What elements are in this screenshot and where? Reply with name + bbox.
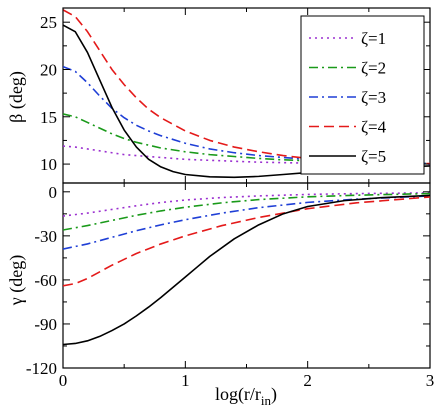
legend-label-zeta-1: ζ=1 [361,29,386,48]
gamma-axis-label: γ (deg) [6,255,27,306]
top-y-tick-label: 10 [40,155,57,174]
beta-axis-label: β (deg) [6,71,27,123]
legend-label-zeta-4: ζ=4 [361,118,387,137]
top-y-tick-label: 25 [40,13,57,32]
bottom-x-tick-label: 2 [303,371,312,390]
x-axis-label-sub: in [261,393,272,408]
top-y-tick-label: 20 [40,60,57,79]
legend: ζ=1 ζ=2 ζ=3 ζ=4 ζ=5 [300,15,425,175]
top-series-line-zeta-2 [62,113,431,165]
bottom-series-line-zeta-4 [62,196,431,287]
x-axis-label-close: ) [271,384,277,405]
x-axis-label-main: log(r/r [215,384,261,405]
top-series-line-zeta-3 [62,65,431,165]
legend-box [300,15,425,175]
bottom-series-line-zeta-3 [62,195,431,250]
bottom-y-tick-label: -90 [34,315,57,334]
bottom-y-tick-label: -30 [34,227,57,246]
bottom-series-line-zeta-5 [62,194,431,346]
bottom-series-line-zeta-1 [62,192,431,217]
bottom-y-tick-label: -60 [34,271,57,290]
legend-label-zeta-5: ζ=5 [361,147,386,166]
legend-label-zeta-2: ζ=2 [361,59,386,78]
bottom-x-tick-label: 3 [426,371,435,390]
bottom-plot-frame [62,182,431,369]
bottom-x-tick-label: 0 [59,371,68,390]
bottom-y-tick-label: -120 [26,359,57,378]
bottom-series-line-zeta-2 [62,192,431,231]
x-axis-label: log(r/rin) [215,384,277,408]
gamma-panel: 0 1 2 3 -120 -90 -60 -30 0 [26,182,435,390]
top-y-tick-label: 15 [40,108,57,127]
legend-label-zeta-3: ζ=3 [361,88,386,107]
bottom-y-tick-label: 0 [49,183,58,202]
bottom-x-tick-label: 1 [181,371,190,390]
